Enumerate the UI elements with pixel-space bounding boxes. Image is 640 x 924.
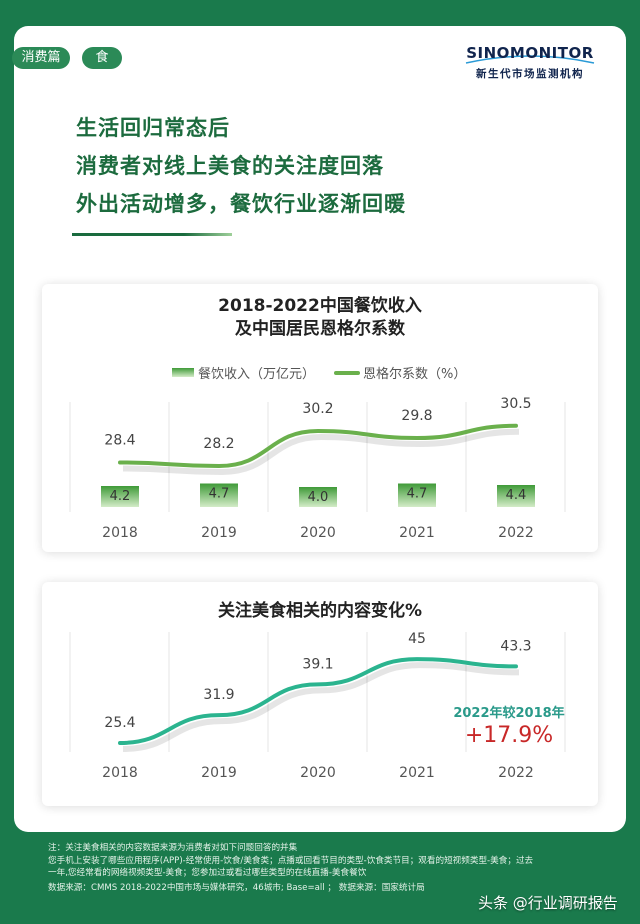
chart1-x-tick: 2019 (201, 525, 237, 541)
chart1-bar-label: 4.4 (506, 488, 527, 503)
legend-bar-label: 餐饮收入（万亿元） (198, 366, 315, 382)
chart1-bar (101, 486, 139, 507)
chart1-bar (398, 483, 436, 507)
chart-card-catering (42, 284, 598, 552)
chart1-line-label: 30.2 (302, 401, 333, 417)
chart1-line-label: 30.5 (500, 396, 531, 412)
legend-line-label: 恩格尔系数（%） (363, 366, 466, 382)
legend-bar-swatch (172, 368, 194, 377)
chart1-x-tick: 2018 (102, 525, 138, 541)
footnote-line-3: 一年,您经常看的网络视频类型-美食；您参加过或看过哪些类型的在线直播-美食餐饮 (48, 868, 367, 878)
chart2-line-shadow (122, 662, 520, 752)
headline-line-2: 消费者对线上美食的关注度回落 (76, 154, 384, 178)
chart1-x-tick: 2021 (399, 525, 435, 541)
chart1-bar (200, 483, 238, 507)
chart2-x-tick: 2021 (399, 765, 435, 781)
chart1-x-tick: 2020 (300, 525, 336, 541)
headline-line-3: 外出活动增多，餐饮行业逐渐回暖 (76, 192, 406, 216)
category-tag: 消费篇 (12, 47, 70, 69)
chart2-annotation-label: 2022年较2018年 (453, 705, 564, 721)
chart1-line (118, 423, 518, 469)
headline-underline (72, 233, 232, 236)
sinomonitor-logo: SINOMONITOR 新生代市场监测机构 (460, 44, 600, 84)
chart2-line-label: 45 (408, 631, 426, 647)
chart2-x-tick: 2019 (201, 765, 237, 781)
logo-arc-icon (465, 55, 595, 64)
chart2-line-label: 39.1 (302, 656, 333, 672)
chart1-line-label: 29.8 (401, 408, 432, 424)
chart1-line-shadow (122, 428, 520, 476)
chart1-title-line-1: 2018-2022中国餐饮收入 (218, 296, 422, 316)
headline-line-1: 生活回归常态后 (76, 116, 230, 140)
chart2-line-label: 25.4 (104, 715, 135, 731)
chart-card-food-content (42, 582, 598, 806)
footnote-source: 数据来源：CMMS 2018-2022中国市场与媒体研究，46城市; Base=… (48, 883, 425, 893)
chart2-line-label: 31.9 (203, 687, 234, 703)
logo-wordmark: SINOMONITOR (466, 44, 594, 62)
chart1-line-label: 28.4 (104, 433, 135, 449)
chart1-x-tick: 2022 (498, 525, 534, 541)
chart2-annotation-value: +17.9% (465, 723, 553, 748)
chart2-x-tick: 2020 (300, 765, 336, 781)
topic-tag: 食 (82, 47, 122, 69)
chart1-bar-label: 4.2 (110, 489, 131, 504)
chart1-bar (299, 487, 337, 507)
chart1-bar-label: 4.7 (209, 487, 230, 502)
chart1-bar (497, 485, 535, 507)
page-number: 38 (598, 898, 610, 908)
chart1-line-label: 28.2 (203, 436, 234, 452)
footnote-line-1: 注：关注美食相关的内容数据来源为消费者对如下问题回答的并集 (48, 843, 298, 853)
chart1-title-line-2: 及中国居民恩格尔系数 (235, 319, 405, 339)
chart2-line-label: 43.3 (500, 638, 531, 654)
logo-subtitle: 新生代市场监测机构 (476, 68, 584, 80)
chart1-bar-label: 4.7 (407, 487, 428, 502)
chart2-line (118, 657, 518, 745)
chart2-title: 关注美食相关的内容变化% (217, 601, 423, 621)
chart2-x-tick: 2022 (498, 765, 534, 781)
chart2-x-tick: 2018 (102, 765, 138, 781)
watermark: 头条 @行业调研报告 (478, 894, 618, 912)
chart1-bar-label: 4.0 (308, 490, 329, 505)
footnote-line-2: 您手机上安装了哪些应用程序(APP)-经常使用-饮食/美食类；点播或回看节目的类… (48, 856, 534, 866)
